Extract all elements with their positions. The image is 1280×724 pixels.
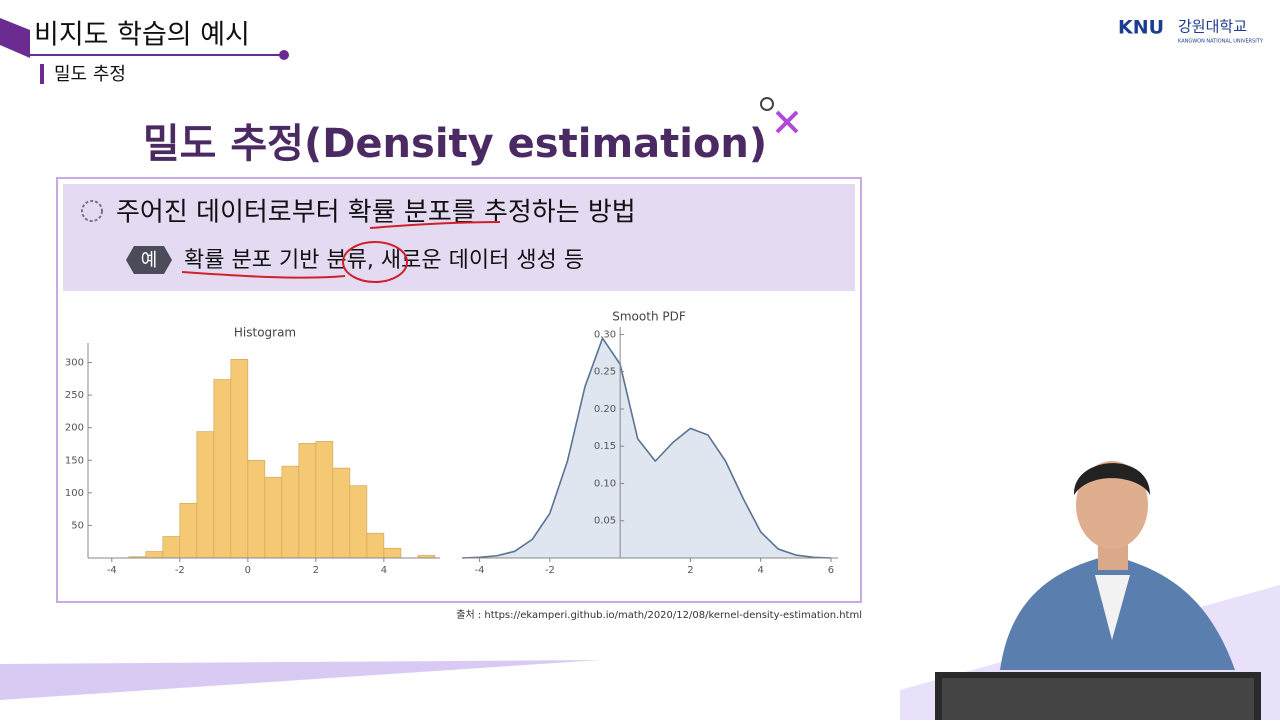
header-title: 비지도 학습의 예시: [34, 20, 250, 51]
histogram-bar: [349, 485, 368, 559]
x-tick-label: -2: [545, 565, 555, 576]
example-badge-bg: [126, 246, 172, 274]
x-tick-label: -2: [175, 565, 185, 576]
x-tick-label: 4: [381, 565, 387, 576]
source: 출처 : https://ekamperi.github.io/math/202…: [456, 609, 862, 621]
histogram-bar: [332, 467, 351, 559]
histogram-bar: [179, 502, 198, 559]
deco-circle: [760, 97, 774, 111]
y-tick-label: 50: [71, 520, 84, 531]
chart-title: Histogram: [234, 326, 296, 340]
ink-circle: [342, 241, 408, 283]
x-tick-label: 4: [758, 565, 764, 576]
x-tick-label: 2: [313, 565, 319, 576]
y-tick-label: 0.25: [594, 367, 616, 378]
y-tick-label: 0.05: [594, 516, 616, 527]
header-subtitle: 밀도 추정: [54, 64, 126, 85]
y-tick-label: 100: [65, 488, 84, 499]
x-tick-label: -4: [475, 565, 485, 576]
x-tick-label: -4: [107, 565, 117, 576]
y-tick-label: 200: [65, 423, 84, 434]
ink-underline: [369, 221, 501, 229]
histogram-bar: [247, 459, 266, 559]
chart-title: Smooth PDF: [612, 310, 686, 324]
slide-heading: 밀도 추정(Density estimation): [143, 121, 767, 167]
x-tick-label: 6: [828, 565, 834, 576]
deco-x: [775, 110, 799, 134]
x-tick-label: 2: [687, 565, 693, 576]
y-tick-label: 0.10: [594, 478, 616, 489]
histogram-bar: [298, 443, 317, 559]
y-tick-label: 0.30: [594, 329, 616, 340]
header-dot: [279, 50, 289, 60]
histogram-bar: [366, 532, 385, 559]
logo-mark: KNU: [1118, 17, 1164, 39]
ink-underline: [181, 271, 346, 279]
histogram-bar: [230, 358, 249, 559]
histogram-bar: [213, 379, 232, 559]
line: [461, 337, 832, 559]
bullet-text: 주어진 데이터로부터 확률 분포를 추정하는 방법: [116, 198, 636, 228]
example-text: 확률 분포 기반 분류, 새로운 데이터 생성 등: [184, 248, 584, 273]
x-tick-label: 0: [245, 565, 251, 576]
y-tick-label: 0.20: [594, 404, 616, 415]
logo-name: 강원대학교: [1178, 18, 1247, 36]
histogram-bar: [315, 441, 334, 559]
histogram-bar: [162, 536, 181, 559]
logo-english: KANGWON NATIONAL UNIVERSITY: [1178, 39, 1264, 45]
histogram-bar: [264, 476, 283, 559]
y-tick-label: 250: [65, 390, 84, 401]
y-tick-label: 300: [65, 358, 84, 369]
histogram-bar: [145, 551, 164, 559]
subtitle-bar: [40, 64, 44, 84]
bullet-icon: [81, 200, 103, 222]
histogram-bar: [281, 465, 300, 559]
example-badge: 예: [141, 250, 158, 271]
histogram-bar: [383, 547, 402, 559]
bottom-deco: [0, 660, 600, 700]
histogram-bar: [196, 431, 215, 559]
header-deco: [0, 18, 30, 58]
area: [462, 338, 831, 558]
presenter-video: [935, 461, 1261, 720]
y-tick-label: 150: [65, 455, 84, 466]
y-tick-label: 0.15: [594, 441, 616, 452]
